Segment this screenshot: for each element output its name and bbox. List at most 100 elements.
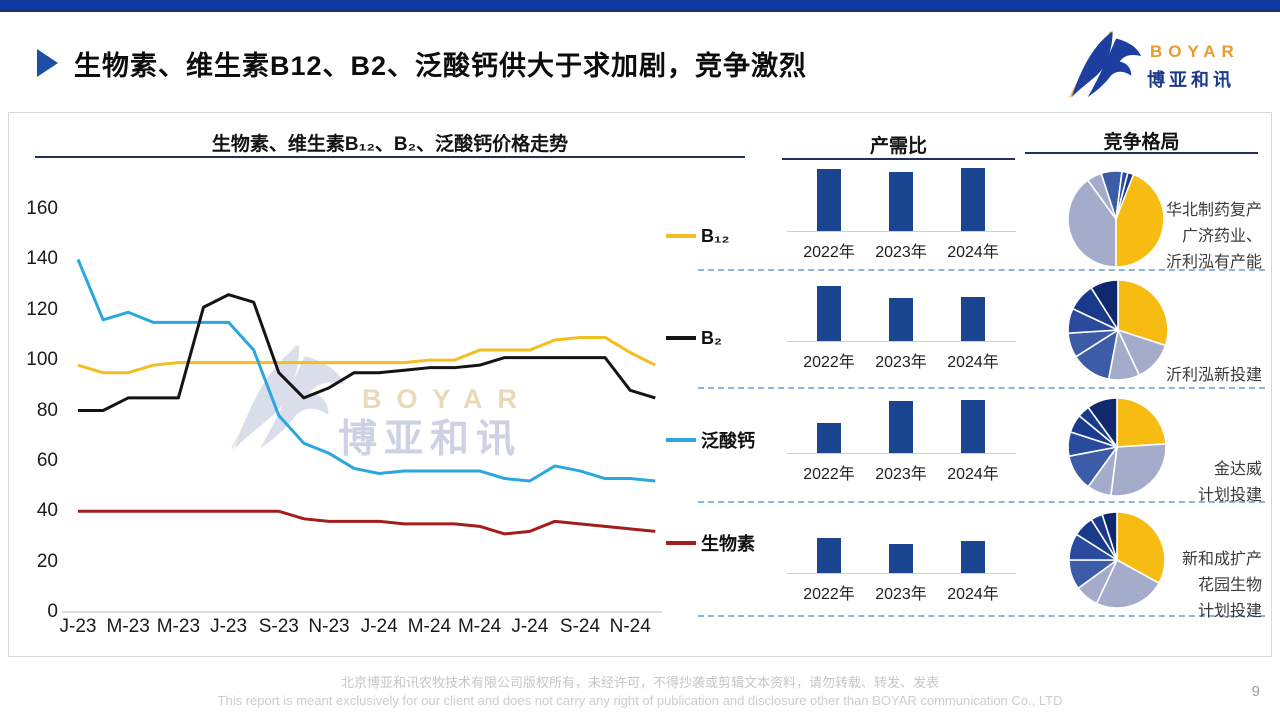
bar bbox=[889, 543, 913, 573]
footer-copyright-cn: 北京博亚和讯农牧技术有限公司版权所有，未经许可，不得抄袭或剪辑文本资料，请勿转载… bbox=[340, 675, 939, 690]
page-number: 9 bbox=[1251, 683, 1260, 700]
supply-demand-title: 产需比 bbox=[869, 136, 927, 157]
bar bbox=[817, 285, 841, 341]
bar bbox=[889, 298, 913, 341]
bar-row-B₂ bbox=[786, 271, 1016, 341]
x-axis-label: J-23 bbox=[59, 616, 97, 637]
bar bbox=[961, 296, 985, 341]
y-axis-label: 120 bbox=[26, 298, 58, 320]
year-label: 2023年 bbox=[875, 586, 927, 603]
y-axis-label: 0 bbox=[47, 601, 58, 622]
bar bbox=[889, 401, 913, 453]
bar-baseline bbox=[787, 453, 1016, 454]
x-axis-label: J-24 bbox=[511, 616, 549, 637]
price-series-line bbox=[78, 293, 656, 412]
pie-slice bbox=[1115, 173, 1165, 268]
pie-chart-生物素 bbox=[1068, 511, 1166, 609]
supply-title-underline bbox=[782, 158, 1015, 160]
bar-baseline bbox=[787, 573, 1016, 574]
legend-label: B₂ bbox=[701, 327, 722, 348]
y-axis-label: 160 bbox=[26, 198, 58, 219]
pie-slice bbox=[1109, 443, 1167, 497]
pie-slice bbox=[1116, 397, 1167, 448]
x-axis-label: S-24 bbox=[559, 616, 601, 637]
watermark-text-cn: 博亚和讯 bbox=[338, 418, 523, 461]
boyar-logo-text-cn: 博亚和讯 bbox=[1147, 70, 1235, 90]
year-label: 2023年 bbox=[875, 354, 927, 371]
year-label: 2024年 bbox=[947, 244, 999, 261]
row-separator bbox=[698, 501, 1265, 503]
bar-row-B₁₂ bbox=[786, 161, 1016, 231]
price-series-line bbox=[77, 335, 656, 375]
x-axis-label: N-24 bbox=[609, 616, 651, 637]
pie-annotation-line: 金达威 bbox=[1213, 461, 1262, 478]
top-accent-bar-edge bbox=[0, 9, 1280, 12]
y-axis-label: 140 bbox=[26, 248, 58, 270]
boyar-logo bbox=[1058, 26, 1248, 106]
bar bbox=[817, 537, 841, 573]
page-title: 生物素、维生素B12、B2、泛酸钙供大于求加剧，竞争激烈 bbox=[74, 51, 808, 81]
pie-annotation: 新和成扩产 花园生物 计划投建 bbox=[1182, 547, 1262, 625]
boyar-logo-text: BOYAR bbox=[1150, 42, 1240, 61]
pie-annotation: 华北制药复产 广济药业、 沂利泓有产能 bbox=[1166, 198, 1262, 276]
competition-title: 竞争格局 bbox=[1103, 132, 1180, 153]
price-line-chart bbox=[62, 258, 662, 613]
pie-annotation-line: 新和成扩产 bbox=[1181, 551, 1262, 568]
year-label: 2022年 bbox=[803, 586, 855, 603]
x-axis-label: J-23 bbox=[210, 616, 248, 637]
legend-label: B₁₂ bbox=[701, 225, 730, 246]
price-title-underline bbox=[35, 156, 745, 158]
pie-chart-B₁₂ bbox=[1067, 170, 1165, 268]
legend-item-4: 生物素 bbox=[666, 530, 755, 556]
y-axis-label: 20 bbox=[36, 550, 58, 572]
bar bbox=[817, 169, 841, 231]
pie-annotation: 沂利泓新投建 bbox=[1166, 363, 1262, 389]
legend-label: 生物素 bbox=[701, 534, 755, 554]
top-accent-bar bbox=[0, 0, 1280, 9]
bar bbox=[961, 167, 985, 231]
row-separator bbox=[698, 615, 1265, 617]
watermark-bird-icon bbox=[231, 344, 344, 450]
pie-slice bbox=[1116, 511, 1166, 585]
year-label: 2024年 bbox=[947, 466, 999, 483]
x-axis-label: M-23 bbox=[156, 616, 201, 637]
pie-chart-泛酸钙 bbox=[1067, 397, 1167, 497]
pie-slice bbox=[1067, 179, 1117, 268]
boyar-logo-bird-icon bbox=[1069, 30, 1142, 98]
y-axis-label: 60 bbox=[36, 449, 58, 471]
x-axis-label: N-23 bbox=[308, 616, 350, 637]
legend-swatch bbox=[666, 234, 696, 238]
x-axis-label: M-23 bbox=[106, 616, 150, 637]
price-chart-title: 生物素、维生素B₁₂、B₂、泛酸钙价格走势 bbox=[211, 134, 569, 155]
legend-swatch bbox=[666, 438, 696, 442]
year-label: 2023年 bbox=[875, 244, 927, 261]
bar bbox=[961, 541, 985, 573]
y-axis-label: 100 bbox=[26, 349, 58, 371]
content-panel bbox=[8, 112, 1272, 657]
legend-swatch bbox=[666, 541, 696, 545]
legend-item-3: 泛酸钙 bbox=[666, 427, 755, 453]
legend-item-1: B₁₂ bbox=[666, 223, 729, 249]
bar-baseline bbox=[787, 341, 1016, 342]
pie-slice bbox=[1101, 511, 1118, 561]
pie-annotation-line: 沂利泓新投建 bbox=[1165, 367, 1262, 384]
pie-annotation-line: 计划投建 bbox=[1197, 603, 1262, 620]
title-bullet-icon bbox=[37, 49, 58, 77]
row-separator bbox=[698, 387, 1265, 389]
year-label: 2024年 bbox=[947, 354, 999, 371]
bar bbox=[889, 171, 913, 231]
pie-annotation-line: 沂利泓有产能 bbox=[1165, 254, 1262, 271]
price-series-line bbox=[78, 509, 656, 536]
bar-row-生物素 bbox=[786, 503, 1016, 573]
footer-copyright-en: This report is meant exclusively for our… bbox=[217, 693, 1063, 708]
y-axis-label: 80 bbox=[36, 399, 58, 421]
bar bbox=[817, 423, 841, 453]
y-axis-label: 40 bbox=[36, 500, 58, 522]
year-label: 2023年 bbox=[875, 466, 927, 483]
price-series-line bbox=[76, 258, 656, 483]
competition-title-underline bbox=[1025, 152, 1258, 154]
pie-slice bbox=[1090, 279, 1119, 333]
watermark-text-en: BOYAR bbox=[362, 384, 533, 414]
x-axis-label: J-24 bbox=[360, 616, 398, 637]
year-label: 2022年 bbox=[803, 244, 855, 261]
